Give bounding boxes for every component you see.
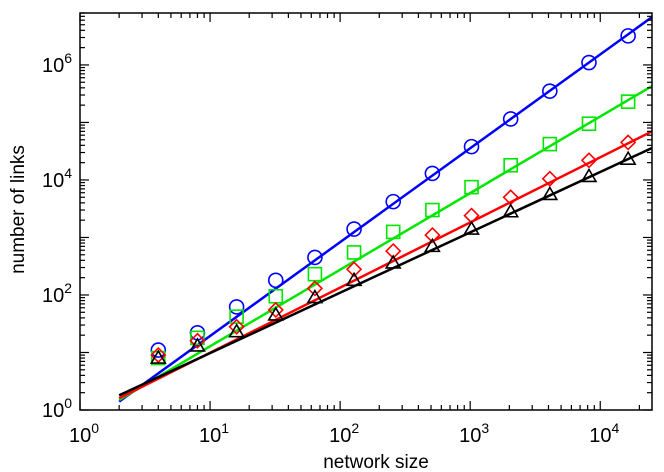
square-marker xyxy=(385,224,401,240)
y-tick-label: 104 xyxy=(42,165,72,192)
square-marker xyxy=(581,116,597,132)
fit-lines xyxy=(118,16,652,403)
fit-line-square xyxy=(118,84,652,401)
circle-marker xyxy=(463,138,480,155)
x-tick-label: 101 xyxy=(199,420,229,447)
diamond-marker xyxy=(228,318,245,335)
triangle-marker xyxy=(423,237,441,253)
circle-marker xyxy=(502,111,519,127)
triangle-marker xyxy=(384,254,402,269)
triangle-marker xyxy=(149,349,167,364)
square-marker xyxy=(307,266,323,282)
triangle-marker xyxy=(541,185,559,201)
diamond-marker xyxy=(267,301,284,319)
diamond-marker xyxy=(619,134,637,151)
square-marker xyxy=(542,136,558,152)
circle-marker xyxy=(620,28,636,44)
fit-line-triangle xyxy=(118,146,652,397)
triangle-marker xyxy=(502,203,520,218)
diamond-marker xyxy=(580,152,598,169)
circle-marker xyxy=(150,342,167,358)
circle-marker xyxy=(267,272,284,289)
diamond-marker xyxy=(150,346,167,364)
square-marker xyxy=(620,94,636,109)
circle-marker xyxy=(346,221,362,237)
diamond-marker xyxy=(424,226,441,244)
y-axis-label: number of links xyxy=(8,145,29,274)
x-axis-label: network size xyxy=(323,452,429,472)
circle-marker xyxy=(581,54,597,71)
diamond-marker xyxy=(541,170,558,187)
y-tick-label: 102 xyxy=(42,280,72,307)
square-marker xyxy=(503,157,518,173)
square-marker xyxy=(190,330,205,346)
y-tick-label: 106 xyxy=(42,50,72,77)
triangle-marker xyxy=(463,220,480,235)
triangle-marker xyxy=(345,271,363,287)
triangle-marker xyxy=(619,150,637,165)
axis-ticks xyxy=(79,12,652,411)
diamond-marker xyxy=(345,261,363,278)
x-tick-label: 103 xyxy=(459,420,489,447)
circle-marker xyxy=(542,83,558,99)
tick-labels: 100 101 102 103 104 100 102 104 106 xyxy=(42,50,620,447)
triangle-marker xyxy=(306,289,324,304)
triangle-marker xyxy=(189,337,206,352)
x-tick-label: 104 xyxy=(589,420,619,447)
diamond-marker xyxy=(189,332,206,349)
plot-frame xyxy=(79,12,653,411)
y-tick-label: 100 xyxy=(42,395,72,422)
square-marker xyxy=(464,179,479,195)
circle-marker xyxy=(307,249,323,266)
diamond-marker xyxy=(385,242,402,260)
data-markers xyxy=(149,28,637,366)
triangle-marker xyxy=(228,323,246,338)
circle-marker xyxy=(385,193,402,210)
square-marker xyxy=(346,245,362,260)
square-marker xyxy=(425,202,440,218)
diamond-marker xyxy=(306,280,324,297)
triangle-marker xyxy=(267,306,285,321)
x-tick-label: 102 xyxy=(329,420,359,447)
triangle-marker xyxy=(580,167,598,183)
x-tick-label: 100 xyxy=(69,420,99,447)
circle-marker xyxy=(228,299,245,315)
circle-marker xyxy=(424,165,441,182)
fit-line-circle xyxy=(118,16,652,403)
